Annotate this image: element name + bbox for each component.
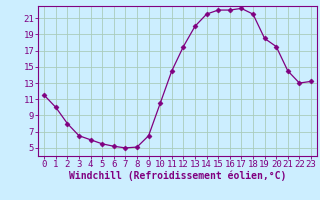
X-axis label: Windchill (Refroidissement éolien,°C): Windchill (Refroidissement éolien,°C) xyxy=(69,171,286,181)
